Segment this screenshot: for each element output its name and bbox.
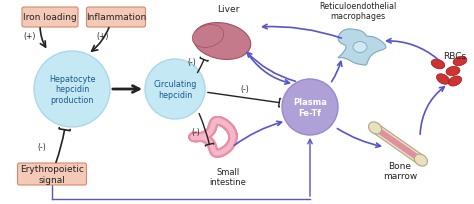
Text: Bone
marrow: Bone marrow — [383, 161, 417, 181]
Text: Inflammation: Inflammation — [86, 13, 146, 22]
Ellipse shape — [368, 122, 382, 134]
FancyBboxPatch shape — [18, 163, 86, 185]
Ellipse shape — [353, 42, 367, 53]
Text: Hepatocyte
hepcidin
production: Hepatocyte hepcidin production — [49, 75, 95, 104]
Ellipse shape — [431, 60, 445, 70]
Text: RBCs: RBCs — [444, 52, 466, 61]
Text: (-): (-) — [188, 57, 196, 66]
Ellipse shape — [414, 154, 428, 166]
Circle shape — [34, 52, 110, 127]
Polygon shape — [372, 124, 424, 164]
Text: Reticuloendothelial
macrophages: Reticuloendothelial macrophages — [319, 2, 397, 21]
Polygon shape — [338, 30, 386, 66]
Text: (-): (-) — [241, 85, 249, 94]
Ellipse shape — [437, 74, 449, 85]
Text: Circulating
hepcidin: Circulating hepcidin — [153, 80, 197, 99]
Text: Iron loading: Iron loading — [23, 13, 77, 22]
Text: (+): (+) — [24, 32, 36, 41]
Text: Liver: Liver — [217, 5, 239, 14]
Text: (+): (+) — [97, 32, 109, 41]
Text: Plasma
Fe-Tf: Plasma Fe-Tf — [293, 98, 327, 117]
Ellipse shape — [446, 67, 460, 76]
Circle shape — [145, 60, 205, 119]
Text: (-): (-) — [37, 143, 46, 152]
Ellipse shape — [448, 76, 462, 87]
Text: (-): (-) — [191, 127, 201, 136]
Circle shape — [282, 80, 338, 135]
Ellipse shape — [193, 23, 251, 60]
Text: Erythropoietic
signal: Erythropoietic signal — [20, 164, 84, 184]
Text: Small
intestine: Small intestine — [210, 167, 246, 186]
FancyBboxPatch shape — [22, 8, 78, 28]
Polygon shape — [378, 129, 418, 159]
Ellipse shape — [453, 57, 467, 66]
Ellipse shape — [192, 26, 224, 48]
FancyBboxPatch shape — [86, 8, 146, 28]
